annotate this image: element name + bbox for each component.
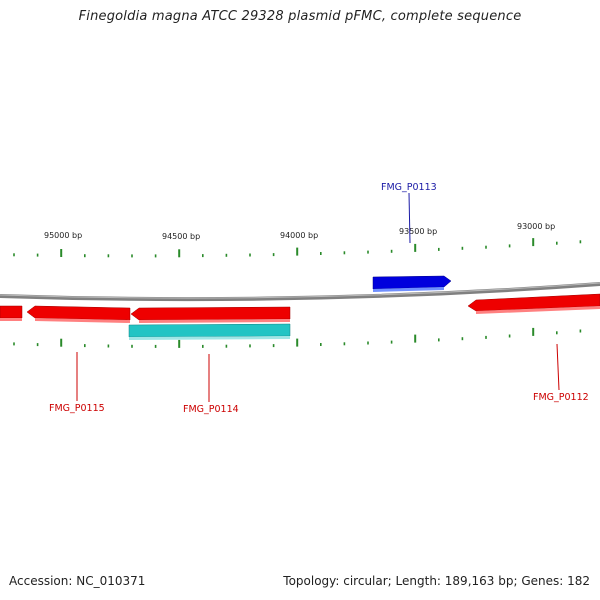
bp-label-94000: 94000 bp	[280, 231, 318, 240]
outer-scale-ticks	[13, 238, 582, 258]
cds-fmg-p0114[interactable]	[128, 323, 291, 340]
inner-scale-ticks	[13, 327, 582, 348]
gene-unlabeled-left[interactable]	[0, 305, 23, 321]
gene-label-fmg-p0112[interactable]: FMG_P0112	[533, 392, 589, 403]
gene-fmg-p0112[interactable]	[467, 293, 600, 314]
map-summary-text: Topology: circular; Length: 189,163 bp; …	[283, 574, 590, 588]
gene-label-fmg-p0115[interactable]: FMG_P0115	[49, 403, 105, 414]
bp-label-93500: 93500 bp	[399, 227, 437, 236]
plasmid-backbone-highlight	[0, 282, 600, 299]
bp-label-94500: 94500 bp	[162, 232, 200, 241]
gene-label-fmg-p0114[interactable]: FMG_P0114	[183, 404, 239, 415]
map-title: Finegoldia magna ATCC 29328 plasmid pFMC…	[78, 9, 522, 24]
gene-fmg-p0114[interactable]	[130, 306, 291, 323]
gene-fmg-p0113[interactable]	[372, 275, 452, 292]
gene-fmg-p0115[interactable]	[26, 305, 131, 323]
plasmid-backbone	[0, 282, 600, 302]
leader-line-fmg-p0113	[408, 192, 411, 244]
bp-label-95000: 95000 bp	[44, 231, 82, 240]
leader-line-fmg-p0112	[556, 343, 560, 391]
bp-label-93000: 93000 bp	[517, 222, 555, 231]
gene-label-fmg-p0113[interactable]: FMG_P0113	[381, 182, 437, 193]
accession-text: Accession: NC_010371	[9, 574, 146, 588]
